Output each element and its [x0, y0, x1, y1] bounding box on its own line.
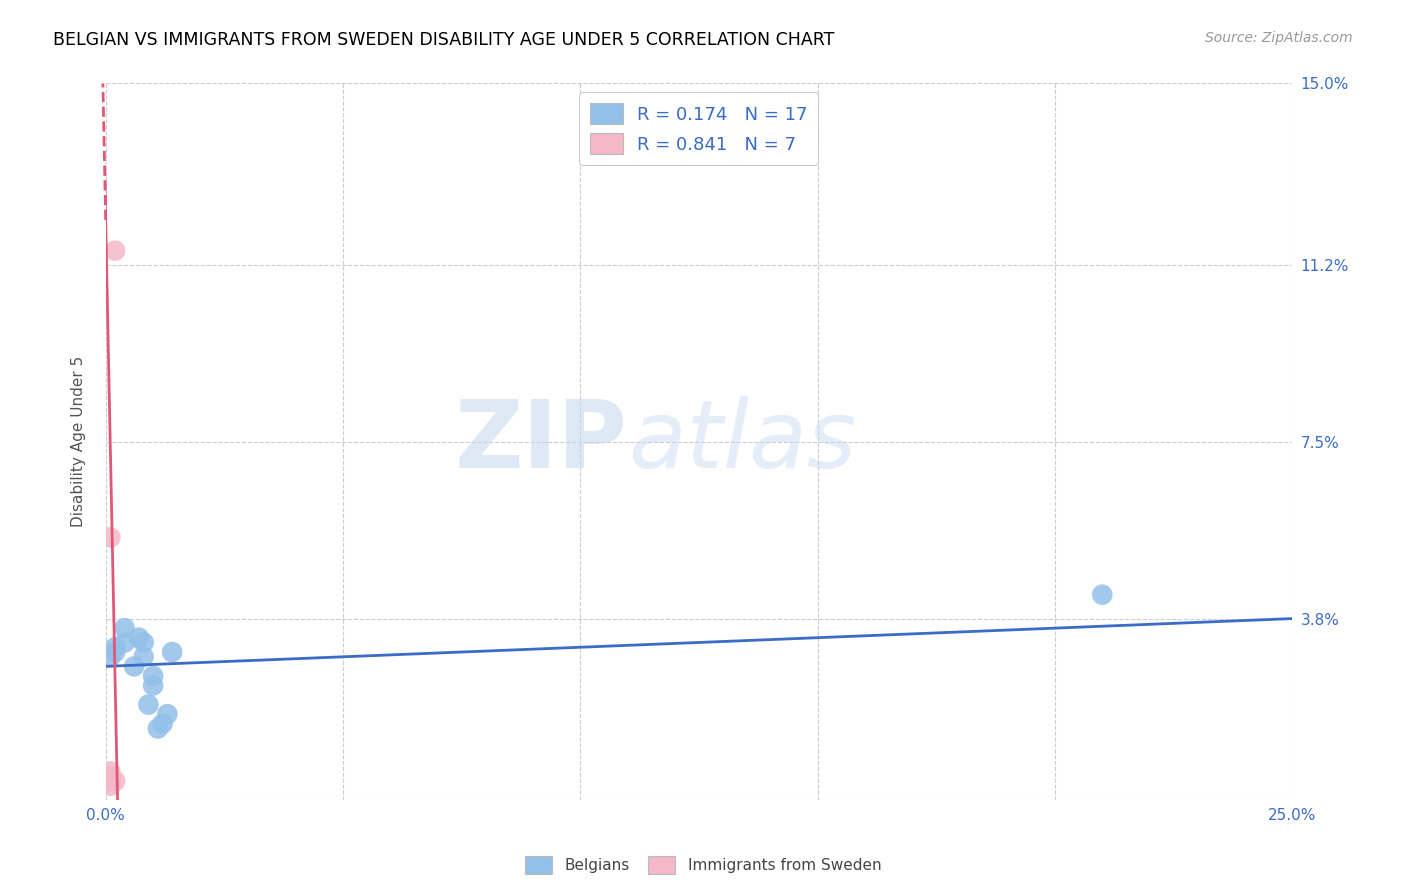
- Point: [128, 631, 150, 645]
- Text: ZIP: ZIP: [454, 396, 627, 488]
- Point: [142, 678, 165, 692]
- Point: [100, 649, 122, 664]
- Point: [132, 635, 155, 649]
- Point: [156, 707, 179, 722]
- Text: atlas: atlas: [627, 396, 856, 487]
- Legend: R = 0.174   N = 17, R = 0.841   N = 7: R = 0.174 N = 17, R = 0.841 N = 7: [579, 93, 818, 165]
- Text: BELGIAN VS IMMIGRANTS FROM SWEDEN DISABILITY AGE UNDER 5 CORRELATION CHART: BELGIAN VS IMMIGRANTS FROM SWEDEN DISABI…: [53, 31, 835, 49]
- Point: [104, 645, 127, 659]
- Point: [100, 764, 122, 779]
- Point: [138, 698, 160, 712]
- Legend: Belgians, Immigrants from Sweden: Belgians, Immigrants from Sweden: [519, 850, 887, 880]
- Point: [104, 244, 127, 258]
- Point: [100, 769, 122, 783]
- Point: [114, 621, 136, 635]
- Point: [122, 659, 145, 673]
- Point: [146, 722, 169, 736]
- Point: [152, 716, 174, 731]
- Point: [132, 649, 155, 664]
- Point: [100, 779, 122, 793]
- Point: [100, 530, 122, 544]
- Point: [142, 669, 165, 683]
- Point: [104, 640, 127, 655]
- Point: [1091, 588, 1114, 602]
- Y-axis label: Disability Age Under 5: Disability Age Under 5: [72, 356, 86, 527]
- Point: [160, 645, 183, 659]
- Text: Source: ZipAtlas.com: Source: ZipAtlas.com: [1205, 31, 1353, 45]
- Point: [114, 635, 136, 649]
- Point: [100, 774, 122, 789]
- Point: [104, 774, 127, 789]
